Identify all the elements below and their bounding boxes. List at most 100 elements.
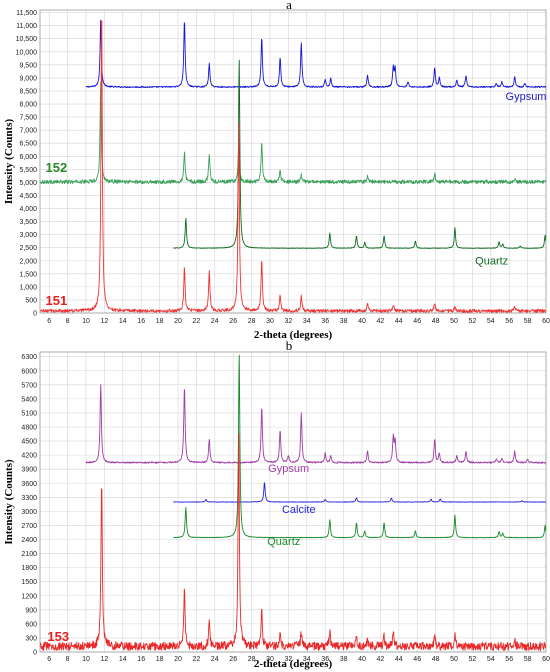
- y-tick-label: 4,000: [19, 206, 37, 213]
- series-line-152: [40, 81, 546, 185]
- x-tick-label: 10: [82, 656, 90, 663]
- y-tick-label: 0: [33, 650, 37, 657]
- series-group: [40, 19, 546, 313]
- x-tick-label: 44: [395, 656, 403, 663]
- x-tick-label: 58: [524, 318, 532, 325]
- x-tick-label: 22: [193, 656, 201, 663]
- y-tick-label: 5400: [21, 396, 37, 403]
- y-tick-label: 1200: [21, 593, 37, 600]
- y-tick-label: 6300: [21, 354, 37, 361]
- y-tick-label: 6000: [21, 368, 37, 375]
- x-tick-label: 60: [542, 318, 550, 325]
- x-tick-label: 42: [377, 318, 385, 325]
- x-tick-label: 40: [358, 656, 366, 663]
- y-tick-label: 1800: [21, 565, 37, 572]
- x-axis-label: 2-theta (degrees): [254, 658, 333, 670]
- series-line-gypsum: [85, 19, 546, 89]
- y-tick-label: 6,500: [19, 141, 37, 148]
- y-tick-label: 4800: [21, 425, 37, 432]
- x-tick-label: 40: [358, 318, 366, 325]
- x-tick-label: 30: [266, 318, 274, 325]
- xrd-panel-b: b 6 8 10 12 14 16 18 20 22 24 26 28 30 32 34 36 38 40 42 44 4…: [3, 338, 550, 670]
- x-tick-label: 56: [505, 656, 513, 663]
- y-tick-label: 1,000: [19, 284, 37, 291]
- x-tick-label: 58: [524, 656, 532, 663]
- x-tick-label: 52: [469, 656, 477, 663]
- x-tick-label: 54: [487, 656, 495, 663]
- x-tick-label: 54: [487, 318, 495, 325]
- x-tick-label: 12: [101, 656, 109, 663]
- x-tick-label: 38: [340, 318, 348, 325]
- y-tick-label: 900: [25, 607, 37, 614]
- plot-frame: [39, 9, 547, 314]
- y-tick-label: 300: [25, 635, 37, 642]
- y-axis-label: Intensity (Counts): [3, 119, 15, 205]
- x-tick-label: 44: [395, 318, 403, 325]
- y-tick-label: 2,500: [19, 245, 37, 252]
- panel-label: a: [286, 0, 292, 12]
- series-line-calcite: [173, 482, 546, 503]
- y-tick-label: 4500: [21, 439, 37, 446]
- y-tick-label: 500: [25, 297, 37, 304]
- y-tick-label: 6,000: [19, 154, 37, 161]
- y-tick-label: 10,000: [16, 49, 38, 56]
- x-tick-label: 28: [248, 318, 256, 325]
- y-tick-label: 600: [25, 621, 37, 628]
- x-tick-label: 10: [82, 318, 90, 325]
- series-label-quartz: Quartz: [475, 256, 508, 268]
- x-tick-label: 34: [303, 656, 311, 663]
- series-label-152: 152: [46, 160, 68, 175]
- x-tick-label: 18: [156, 656, 164, 663]
- x-tick-label: 24: [211, 656, 219, 663]
- panel-label: b: [286, 338, 293, 353]
- y-tick-label: 11,500: [16, 10, 37, 17]
- x-tick-label: 6: [47, 318, 51, 325]
- x-tick-label: 38: [340, 656, 348, 663]
- x-axis-label: 2-theta (degrees): [254, 329, 333, 341]
- y-tick-label: 8,000: [19, 102, 37, 109]
- x-tick-label: 8: [66, 656, 70, 663]
- series-group: [40, 354, 546, 652]
- x-tick-label: 20: [174, 656, 182, 663]
- y-tick-label: 1,500: [19, 271, 37, 278]
- y-tick-label: 1500: [21, 579, 37, 586]
- y-tick-label: 11,000: [16, 23, 37, 30]
- x-tick-label: 12: [101, 318, 109, 325]
- x-tick-label: 32: [285, 656, 293, 663]
- y-tick-label: 10,500: [16, 36, 38, 43]
- y-tick-label: 8,500: [19, 88, 37, 95]
- plot-frame: [39, 351, 547, 653]
- x-tick-label: 26: [229, 656, 237, 663]
- x-tick-label: 36: [321, 656, 329, 663]
- series-line-quartz: [173, 354, 546, 539]
- y-tick-label: 2100: [21, 551, 37, 558]
- x-tick-label: 6: [47, 656, 51, 663]
- x-tick-label: 50: [450, 656, 458, 663]
- y-tick-label: 3,500: [19, 219, 37, 226]
- y-tick-label: 3900: [21, 467, 37, 474]
- y-tick-label: 3000: [21, 509, 37, 516]
- series-label-153: 153: [47, 629, 69, 644]
- grid: [40, 352, 547, 653]
- x-tick-label: 26: [229, 318, 237, 325]
- y-tick-label: 5700: [21, 382, 37, 389]
- x-tick-label: 36: [321, 318, 329, 325]
- y-tick-label: 2,000: [19, 258, 37, 265]
- x-tick-label: 50: [450, 318, 458, 325]
- x-tick-label: 8: [66, 318, 70, 325]
- y-tick-label: 0: [33, 311, 37, 318]
- series-line-quartz: [173, 59, 546, 249]
- series-label-calcite: Calcite: [282, 504, 316, 516]
- series-label-gypsum: Gypsum: [268, 463, 309, 475]
- x-tick-label: 20: [174, 318, 182, 325]
- x-tick-label: 60: [542, 656, 550, 663]
- y-axis-label: Intensity (Counts): [3, 459, 15, 545]
- x-tick-label: 16: [137, 656, 145, 663]
- xrd-panel-a: a 6 8 10 12 14 16 18 20 22 24 26 28 30 32 34 36 38 40 42 44 4…: [3, 0, 550, 341]
- x-tick-label: 16: [137, 318, 145, 325]
- y-tick-label: 3,000: [19, 232, 37, 239]
- x-tick-label: 34: [303, 318, 311, 325]
- x-tick-label: 42: [377, 656, 385, 663]
- series-label-quartz: Quartz: [267, 536, 300, 548]
